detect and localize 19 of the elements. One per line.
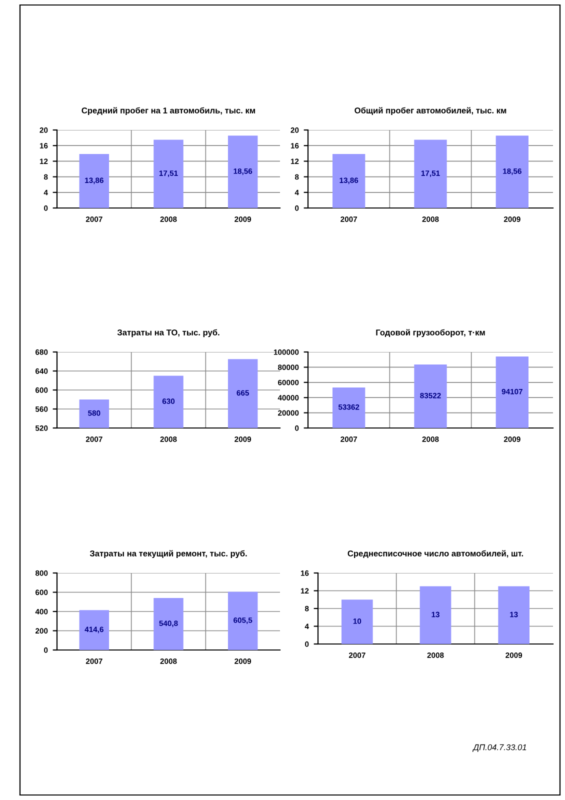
chart-title: Годовой грузооборот, т·км: [376, 329, 485, 338]
bar: [414, 364, 447, 428]
chart-title: Затраты на текущий ремонт, тыс. руб.: [90, 550, 247, 558]
bar: [332, 154, 366, 208]
bar: [154, 140, 184, 208]
bar: [496, 356, 528, 428]
bar: [79, 154, 110, 208]
text: ДП.04.7.33.01: [472, 744, 526, 752]
bar: [332, 387, 366, 428]
chart-title: Общий пробег автомобилей, тыс. км: [354, 107, 506, 116]
chart-title: Затраты на ТО, тыс. руб.: [117, 329, 220, 338]
bar: [414, 140, 447, 208]
bar: [154, 598, 184, 650]
bar: [79, 610, 110, 650]
bar: [496, 136, 528, 208]
chart-title: Средний пробег на 1 автомобиль, тыс. км: [82, 107, 256, 116]
bar: [228, 136, 258, 208]
chart-title: Среднесписочное число автомобилей, шт.: [348, 550, 524, 558]
bar: [228, 592, 258, 650]
